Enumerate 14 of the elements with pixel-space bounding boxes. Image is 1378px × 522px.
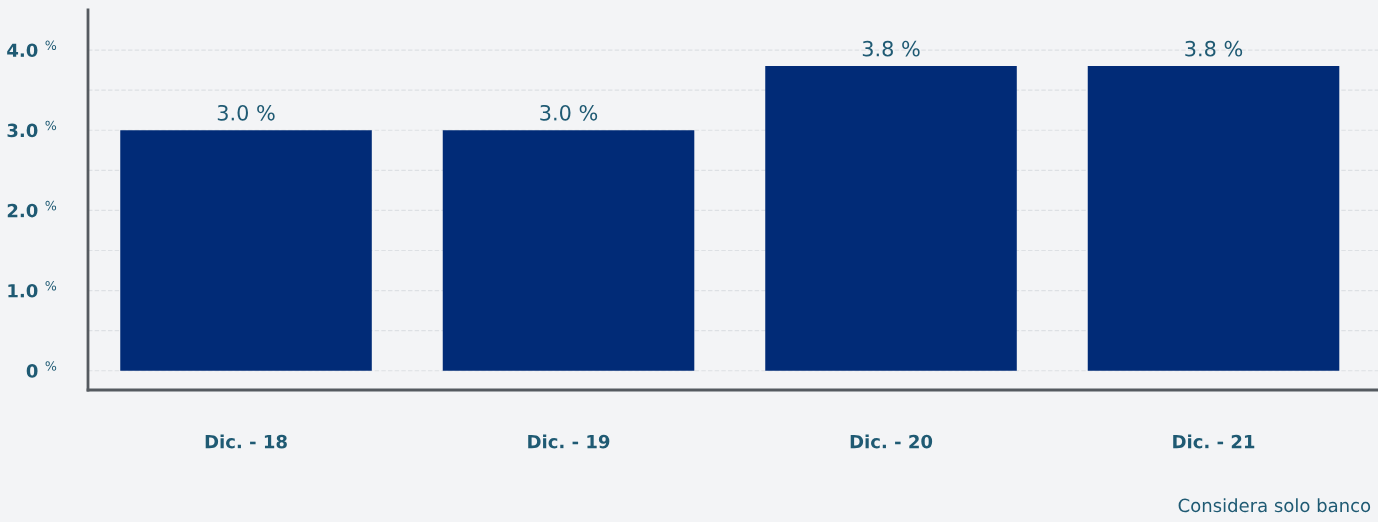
data-label: 3.8 % xyxy=(862,40,920,57)
x-tick-label: Dic. - 18 xyxy=(205,434,287,449)
data-label: 3.0 % xyxy=(540,104,598,121)
data-label: 3.8 % xyxy=(1185,40,1243,57)
x-tick-label: Dic. - 19 xyxy=(528,434,610,449)
data-label: 3.0 % xyxy=(217,104,275,121)
x-tick-label: Dic. - 21 xyxy=(1173,434,1255,449)
y-tick-label: 4.0 $^{%}$ xyxy=(7,40,57,58)
y-tick-label: 1.0 $^{%}$ xyxy=(8,281,57,298)
y-tick-label: 3.0 $^{%}$ xyxy=(7,120,57,138)
y-tick-label: 2.0 $^{%}$ xyxy=(7,200,57,218)
x-tick-label: Dic. - 20 xyxy=(850,434,933,449)
y-tick-label: 0 $^{%}$ xyxy=(26,361,57,378)
text: Considera solo banco xyxy=(1178,498,1371,513)
